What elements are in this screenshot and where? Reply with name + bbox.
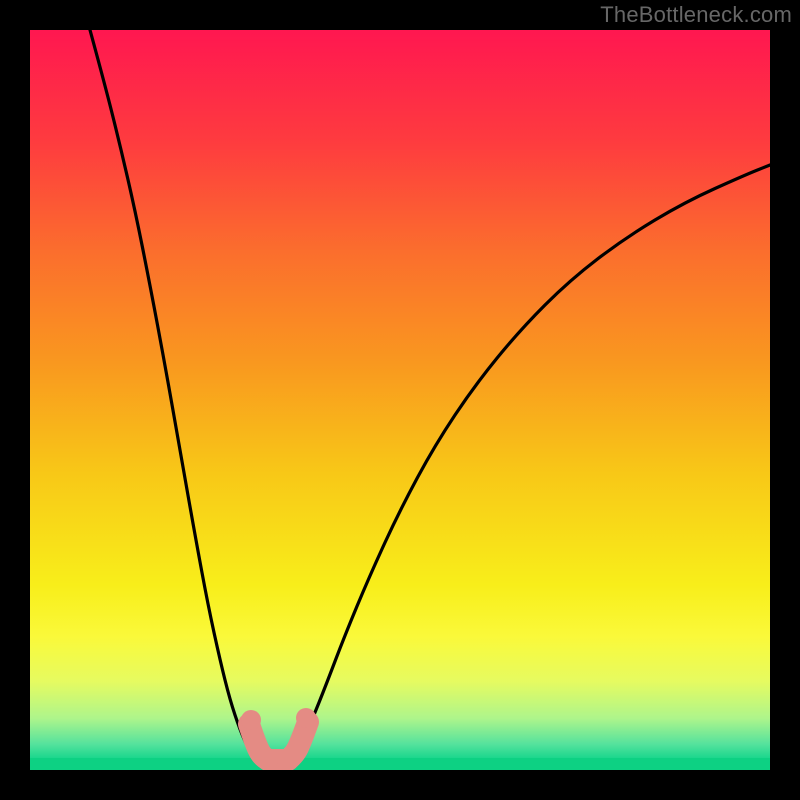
bottleneck-curve-left <box>90 30 254 756</box>
valley-highlight <box>241 708 316 760</box>
bottleneck-curve-right <box>295 165 770 755</box>
curve-svg <box>30 30 770 770</box>
watermark-text: TheBottleneck.com <box>600 2 792 28</box>
plot-area <box>30 30 770 770</box>
chart-frame: TheBottleneck.com <box>0 0 800 800</box>
valley-end-dot <box>241 710 261 730</box>
valley-end-dot <box>296 708 316 728</box>
